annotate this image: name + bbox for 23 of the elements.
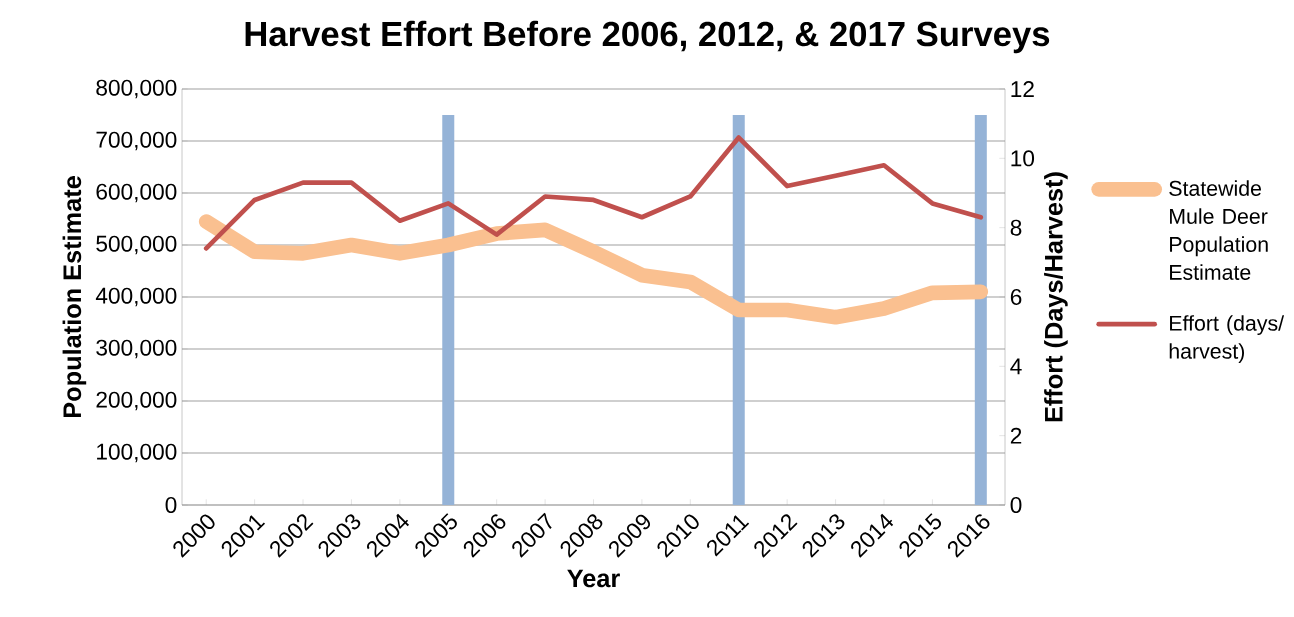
x-axis-title: Year — [567, 569, 620, 588]
y-tick-label: 700,000 — [96, 131, 177, 151]
y2-tick-label: 0 — [1010, 496, 1022, 514]
line-series — [203, 135, 984, 251]
y2-tick-label: 2 — [1010, 427, 1022, 444]
y2-tick-label: 12 — [1011, 81, 1034, 97]
y-tick-label: 800,000 — [96, 79, 177, 99]
y2-tick-label: 6 — [1010, 288, 1022, 306]
legend-label: Statewide Mule Deer Population Estimate — [1169, 180, 1268, 280]
y2-tick-label: 8 — [1010, 219, 1022, 236]
y-tick-label: 400,000 — [95, 287, 177, 307]
y-tick-label: 600,000 — [96, 183, 177, 203]
y2-axis-title: Effort (Days/Harvest) — [1044, 172, 1068, 422]
y-axis-title: Population Estimate — [62, 176, 87, 418]
y2-tick-label: 10 — [1011, 150, 1035, 167]
legend-label: Effort (days/ harvest) — [1169, 315, 1285, 363]
y-tick-label: 500,000 — [96, 235, 177, 255]
chart-title: Harvest Effort Before 2006, 2012, & 2017 Surveys — [245, 20, 1050, 54]
y2-tick-label: 4 — [1010, 358, 1022, 375]
y-tick-label: 300,000 — [96, 339, 177, 359]
y-tick-label: 0 — [165, 496, 177, 514]
y-tick-label: 100,000 — [97, 443, 177, 463]
y-tick-label: 200,000 — [96, 391, 177, 411]
